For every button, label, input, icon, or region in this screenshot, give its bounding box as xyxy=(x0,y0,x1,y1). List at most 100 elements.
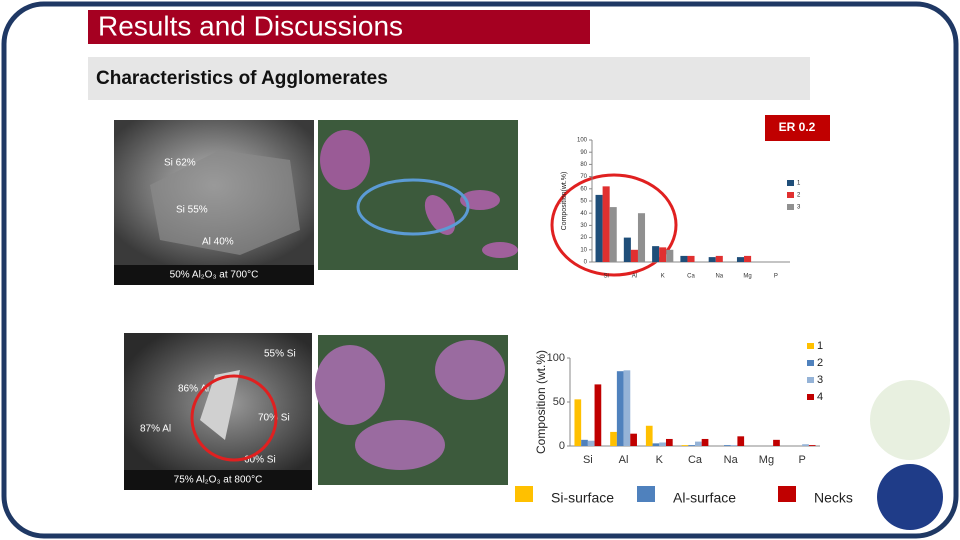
bar xyxy=(630,249,638,262)
x-tick-label: Al xyxy=(619,454,629,466)
bar xyxy=(610,431,617,446)
bar xyxy=(666,249,674,262)
particle xyxy=(150,150,300,255)
badge-box xyxy=(765,115,830,141)
bar xyxy=(659,247,667,262)
bar xyxy=(737,436,745,446)
bar xyxy=(637,213,646,262)
bar xyxy=(587,440,595,446)
x-tick-label: Ca xyxy=(687,274,695,280)
y-tick-label: 30 xyxy=(580,223,587,229)
key-swatch xyxy=(778,486,796,502)
bar xyxy=(630,433,637,446)
bar xyxy=(574,399,582,446)
bar xyxy=(808,445,816,446)
bar xyxy=(688,445,695,446)
image-label: Si 62% xyxy=(164,158,196,169)
bar xyxy=(623,370,631,446)
map-blob xyxy=(424,195,456,235)
badge: ER 0.2 xyxy=(779,120,816,134)
highlight-ellipse xyxy=(356,178,470,236)
caption-box xyxy=(114,265,314,285)
y-axis-label: Composition (wt.%) xyxy=(534,350,548,454)
particle xyxy=(200,370,240,440)
legend-swatch xyxy=(787,204,794,210)
bar xyxy=(623,237,631,262)
bar xyxy=(616,371,624,446)
bar xyxy=(609,207,617,262)
map-blob xyxy=(482,242,518,258)
x-tick-label: K xyxy=(656,454,664,466)
legend-swatch xyxy=(787,192,794,198)
map-blob xyxy=(315,345,385,425)
highlight-circle xyxy=(550,173,678,277)
image-label: 70% Si xyxy=(258,413,290,424)
legend-swatch xyxy=(807,360,814,366)
bar xyxy=(652,443,660,446)
x-tick-label: Si xyxy=(583,454,593,466)
image-label: 86% Al xyxy=(178,384,209,395)
x-tick-label: P xyxy=(798,454,805,466)
x-tick-label: P xyxy=(774,274,778,280)
bar xyxy=(701,438,709,446)
key-label: Si-surface xyxy=(551,490,614,506)
image-caption: 75% Al₂O₃ at 800°C xyxy=(174,475,263,486)
legend-label: 3 xyxy=(797,205,801,211)
map-blob xyxy=(355,420,445,470)
y-tick-label: 90 xyxy=(580,150,587,156)
bar xyxy=(715,255,723,262)
logo xyxy=(877,464,943,530)
subtitle: Characteristics of Agglomerates xyxy=(96,68,388,89)
y-tick-label: 20 xyxy=(580,235,587,241)
legend-label: 1 xyxy=(817,340,823,352)
legend-swatch xyxy=(807,343,814,349)
key-label: Necks xyxy=(814,490,853,506)
bar xyxy=(602,186,610,262)
legend-label: 3 xyxy=(817,374,823,386)
bar xyxy=(744,255,752,262)
bar xyxy=(595,194,603,262)
title-box xyxy=(88,10,590,44)
key-label: Al-surface xyxy=(673,490,736,506)
bar xyxy=(581,439,588,446)
image-label: 87% Al xyxy=(140,424,171,435)
bar xyxy=(645,425,653,446)
bar xyxy=(681,445,689,446)
x-tick-label: Mg xyxy=(759,454,774,466)
map-blob xyxy=(460,190,500,210)
bar xyxy=(724,445,731,446)
map-blob xyxy=(435,340,505,400)
y-tick-label: 80 xyxy=(580,162,587,168)
legend-label: 1 xyxy=(797,181,801,187)
x-tick-label: Al xyxy=(632,274,637,280)
x-tick-label: Na xyxy=(724,454,739,466)
image-caption: 50% Al₂O₃ at 700°C xyxy=(170,270,259,281)
bar xyxy=(594,384,602,446)
legend-label: 2 xyxy=(797,193,801,199)
bar xyxy=(659,442,666,446)
image-label: 55% Si xyxy=(264,349,296,360)
legend-swatch xyxy=(787,180,794,186)
legend-label: 2 xyxy=(817,357,823,369)
image-label: 60% Si xyxy=(244,455,276,466)
x-tick-label: Ca xyxy=(688,454,703,466)
caption-box xyxy=(124,470,312,490)
legend-swatch xyxy=(807,394,814,400)
bar xyxy=(730,445,738,446)
map-blob xyxy=(320,130,370,190)
image-label: Al 40% xyxy=(202,237,234,248)
y-tick-label: 100 xyxy=(577,138,588,144)
key-swatch xyxy=(637,486,655,502)
y-tick-label: 50 xyxy=(580,199,587,205)
bar xyxy=(708,257,716,262)
logo xyxy=(870,380,950,460)
key-swatch xyxy=(515,486,533,502)
legend-swatch xyxy=(807,377,814,383)
highlight-circle xyxy=(190,374,278,462)
image-label: Si 55% xyxy=(176,205,208,216)
x-tick-label: Mg xyxy=(743,274,751,280)
bar xyxy=(652,246,660,262)
